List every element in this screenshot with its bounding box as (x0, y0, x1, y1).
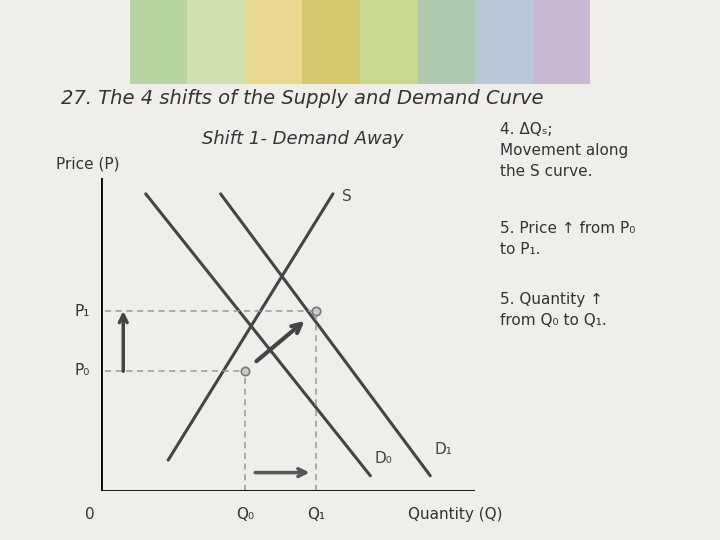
FancyBboxPatch shape (418, 0, 475, 84)
Text: S: S (342, 190, 352, 205)
Text: P₁: P₁ (74, 304, 89, 319)
FancyBboxPatch shape (360, 0, 418, 84)
Text: Q₀: Q₀ (236, 507, 254, 522)
Text: D₁: D₁ (434, 442, 452, 457)
FancyBboxPatch shape (130, 0, 187, 84)
FancyBboxPatch shape (475, 0, 533, 84)
FancyBboxPatch shape (302, 0, 360, 84)
Text: 27. The 4 shifts of the Supply and Demand Curve: 27. The 4 shifts of the Supply and Deman… (61, 89, 544, 108)
Text: Price (P): Price (P) (56, 157, 120, 172)
Text: D₀: D₀ (374, 451, 392, 467)
Text: 5. Price ↑ from P₀
to P₁.: 5. Price ↑ from P₀ to P₁. (500, 221, 636, 258)
Text: P₀: P₀ (74, 363, 89, 379)
Text: 0: 0 (85, 507, 94, 522)
FancyBboxPatch shape (187, 0, 245, 84)
Text: Q₁: Q₁ (307, 507, 325, 522)
Text: Quantity (Q): Quantity (Q) (408, 507, 503, 522)
Text: 4. ΔQₛ;
Movement along
the S curve.: 4. ΔQₛ; Movement along the S curve. (500, 122, 629, 179)
Text: 5. Quantity ↑
from Q₀ to Q₁.: 5. Quantity ↑ from Q₀ to Q₁. (500, 292, 607, 328)
Text: Shift 1- Demand Away: Shift 1- Demand Away (202, 130, 403, 147)
FancyBboxPatch shape (533, 0, 590, 84)
FancyBboxPatch shape (245, 0, 302, 84)
